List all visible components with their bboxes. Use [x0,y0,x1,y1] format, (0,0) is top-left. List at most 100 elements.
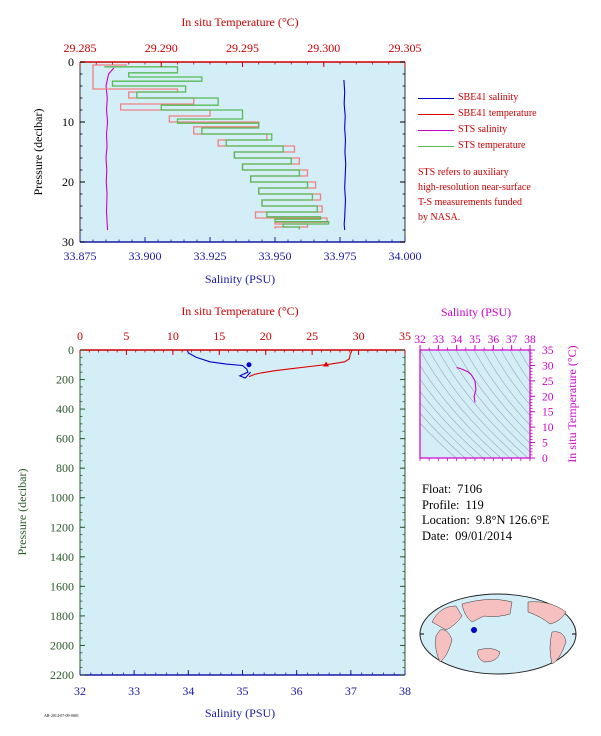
bottom-axis-ticks: 32 33 34 35 36 37 38 0 5 10 15 20 25 30 35 0 200 400 600 80… [50,329,411,698]
top-temp-tick-label: 29.290 [145,41,178,55]
map-land-south-america [549,631,567,665]
density-contour [464,350,530,435]
date-label: Date: [422,528,450,543]
note-line: by NASA. [418,212,461,223]
note-line: T-S measurements funded [418,197,523,208]
series-sbe41-temperature [92,64,328,229]
map-land-north-america [527,601,567,625]
bottom-pres-tick-label: 0 [68,343,74,357]
temperature-marker [323,361,330,367]
legend-label: SBE41 temperature [458,108,537,119]
top-chart: 33.875 33.900 33.925 33.950 33.975 34.000 29.2… [31,15,422,286]
ts-sal-tick-label: 36 [488,334,500,346]
date-row: Date: 09/01/2014 [422,529,549,545]
map-land-africa [435,629,453,663]
map-land-asia [461,599,513,623]
location-value: 9.8°N 126.6°E [475,513,550,527]
density-contour [446,350,530,453]
bottom-temp-tick-label: 10 [167,329,179,343]
top-sal-tick-label: 33.925 [194,249,227,263]
ts-series-line [456,367,477,403]
location-row: Location: 9.8°N 126.6°E [422,513,549,529]
top-sal-tick-label: 33.950 [259,249,292,263]
bottom-sal-tick-label: 34 [182,684,194,698]
bottom-pres-tick-label: 1200 [50,520,74,534]
ts-sal-tick-label: 34 [451,334,463,346]
profile-label: Profile: [422,497,460,512]
ts-temp-tick-label: 30 [542,360,554,372]
legend-label: STS salinity [458,124,508,135]
ts-sal-tick-label: 37 [506,334,518,346]
bottom-sal-tick-label: 33 [128,684,140,698]
note-line: high-resolution near-surface [418,182,531,193]
note-line: STS refers to auxiliary [418,167,509,178]
ts-temp-tick-label: 25 [542,376,554,388]
legend-swatch [418,146,454,147]
series-sts-temperature [104,66,330,230]
ts-series-group [456,367,477,403]
top-sal-axis-label: Salinity (PSU) [205,272,275,286]
ts-sal-tick-label: 38 [524,334,536,346]
series-sbe41-salinity [343,79,347,231]
top-sal-tick-label: 33.875 [64,249,97,263]
bottom-temp-tick-label: 5 [123,329,129,343]
density-contour [428,350,520,458]
top-temp-tick-label: 29.285 [64,41,97,55]
bottom-pres-tick-label: 1600 [50,579,74,593]
density-contour [420,364,502,458]
ts-temp-tick-label: 5 [542,438,548,450]
bottom-temp-tick-label: 0 [77,329,83,343]
bottom-temp-tick-label: 20 [260,329,272,343]
legend-label: SBE41 salinity [458,92,519,103]
top-axis-ticks: 33.875 33.900 33.925 33.950 33.975 34.000 29.2… [62,41,422,263]
bottom-plot-area [80,350,405,675]
ts-temp-tick-label: 35 [542,345,554,357]
location-label: Location: [422,513,470,527]
bottom-sal-tick-label: 35 [237,684,249,698]
bottom-sal-tick-label: 32 [74,684,86,698]
legend-swatch [418,130,454,131]
density-contour [509,350,530,383]
ts-axis-ticks: 32 33 34 35 36 37 38 0 5 10 15 20 25 30 35 [414,334,554,465]
bottom-pressure-axis-label: Pressure (decibar) [15,469,29,556]
density-contour [500,350,530,395]
density-contour [420,350,511,458]
bottom-chart: 32 33 34 35 36 37 38 0 5 10 15 20 25 30 35 0 200 400 600 80… [15,304,411,720]
top-temp-tick-label: 29.305 [389,41,422,55]
legend-item-sbe41-temperature: SBE41 temperature [418,106,598,122]
bottom-temp-tick-label: 35 [399,329,411,343]
ts-temp-axis-label: In situ Temperature (°C) [565,345,579,462]
ts-sal-tick-label: 32 [414,334,426,346]
series-temperature [248,349,353,378]
legend-swatch [418,114,454,115]
density-contour [455,350,530,444]
top-temp-tick-label: 29.295 [226,41,259,55]
bottom-sal-tick-label: 36 [291,684,303,698]
ts-temp-tick-label: 10 [542,422,554,434]
bottom-pres-tick-label: 200 [56,373,74,387]
legend-swatch [418,98,454,99]
legend-label: STS temperature [458,140,526,151]
sts-note: STS refers to auxiliary high-resolution … [418,165,598,225]
density-contour [420,412,466,458]
float-value: 7106 [457,482,483,496]
bottom-pres-tick-label: 1000 [50,491,74,505]
map-land-australia [477,648,501,663]
bottom-temp-tick-label: 25 [306,329,318,343]
density-contour [473,350,530,426]
tiny-id-label: AR-2014-07-09-0001 [44,713,79,718]
ts-sal-tick-label: 33 [433,334,445,346]
bottom-sal-axis-label: Salinity (PSU) [205,706,275,720]
bottom-pres-tick-label: 1400 [50,550,74,564]
world-map [419,593,577,675]
bottom-pres-tick-label: 1800 [50,609,74,623]
map-land-europe-africa [431,605,463,631]
ts-sal-axis-label: Salinity (PSU) [441,305,511,319]
bottom-pres-tick-label: 400 [56,402,74,416]
float-label: Float: [422,482,452,496]
top-temp-axis-label: In situ Temperature (°C) [181,15,298,29]
float-location-marker [471,627,477,633]
salinity-marker [246,362,252,368]
density-contour [482,350,530,416]
